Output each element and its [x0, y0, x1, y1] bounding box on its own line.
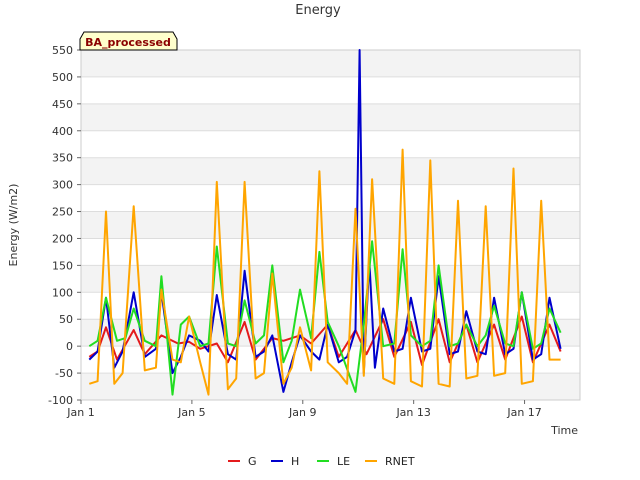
x-tick-label: Jan 1 — [66, 406, 94, 419]
background-band — [81, 157, 580, 185]
series-group — [88, 49, 562, 396]
badge-label: BA_processed — [85, 36, 171, 49]
background-band — [81, 211, 580, 239]
x-axis-title: Time — [550, 424, 578, 437]
badge-box — [79, 31, 178, 51]
legend-label: G — [248, 455, 257, 468]
y-axis: -100 -50 0 50 100 150 200 250 300 350 400 450 500 550 — [48, 44, 81, 407]
x-axis: Jan 1 Jan 5 Jan 9 Jan 13 Jan 17 — [66, 400, 542, 419]
legend-item-h: H — [271, 455, 299, 468]
y-tick-label: 150 — [52, 259, 73, 272]
y-tick-label: 350 — [52, 152, 73, 165]
legend-label: RNET — [385, 455, 415, 468]
y-axis-title: Energy (W/m2) — [7, 184, 20, 267]
background-band — [81, 103, 580, 131]
y-tick-label: 200 — [52, 232, 73, 245]
y-tick-label: -50 — [55, 367, 73, 380]
x-tick-label: Jan 9 — [288, 406, 316, 419]
x-tick-label: Jan 5 — [177, 406, 205, 419]
background-band — [81, 265, 580, 293]
x-tick-label: Jan 17 — [506, 406, 541, 419]
legend-label: LE — [337, 455, 350, 468]
background-band — [81, 373, 580, 400]
background-bands — [81, 50, 580, 400]
legend-item-g: G — [228, 455, 257, 468]
legend-item-le: LE — [317, 455, 350, 468]
y-tick-label: 250 — [52, 206, 73, 219]
y-tick-label: 50 — [59, 313, 73, 326]
y-tick-label: 400 — [52, 125, 73, 138]
chart-title: Energy — [295, 3, 341, 18]
y-tick-label: -100 — [48, 394, 73, 407]
y-tick-label: 500 — [52, 71, 73, 84]
series-line-rnet — [89, 148, 561, 396]
x-tick-label: Jan 13 — [395, 406, 430, 419]
y-tick-label: 450 — [52, 98, 73, 111]
y-tick-label: 100 — [52, 286, 73, 299]
plot-frame — [80, 49, 581, 401]
y-tick-label: 550 — [52, 44, 73, 57]
background-band — [81, 50, 580, 77]
legend-label: H — [291, 455, 299, 468]
legend: G H LE RNET — [228, 455, 415, 468]
badge: BA_processed — [79, 31, 178, 51]
y-tick-label: 300 — [52, 179, 73, 192]
y-tick-label: 0 — [66, 340, 73, 353]
legend-item-rnet: RNET — [365, 455, 415, 468]
